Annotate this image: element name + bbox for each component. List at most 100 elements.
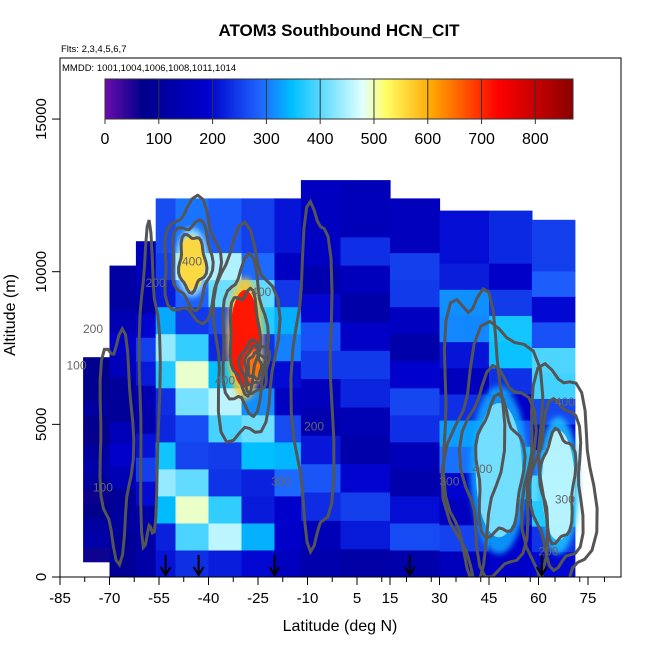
heatmap-cell	[175, 333, 210, 362]
flight-arrows	[159, 555, 548, 577]
heatmap-cell	[83, 547, 111, 563]
heatmap-cell	[390, 360, 441, 389]
heatmap-cell	[531, 270, 576, 297]
heatmap-cell	[340, 236, 391, 266]
contour-line	[537, 426, 578, 546]
heatmap-cell	[439, 210, 490, 238]
heatmap-cell	[241, 441, 276, 470]
heatmap-cell	[241, 495, 276, 524]
heatmap-cell	[390, 198, 441, 226]
heatmap-cell	[340, 321, 391, 351]
mmdd-note: MMDD: 1001,1004,1006,1008,1011,1014	[62, 63, 236, 74]
contour-label: 100	[93, 481, 113, 495]
x-tick-label: -70	[99, 590, 121, 607]
heatmap-cell	[109, 310, 137, 333]
contour-line	[243, 344, 268, 387]
contour-line	[441, 286, 507, 577]
contour-label: 200	[83, 322, 103, 336]
heatmap-cell	[208, 550, 243, 577]
contour-line	[520, 362, 599, 577]
heatmap-cell	[300, 492, 342, 521]
contour-line	[457, 364, 538, 577]
flight-arrow	[535, 555, 548, 577]
heatmap-cell	[340, 406, 391, 436]
heatmap-cell	[155, 306, 177, 335]
heatmap-cell	[83, 415, 111, 431]
heatmap-cell	[155, 468, 177, 497]
heatmap-cell	[109, 510, 137, 534]
heatmap-cell	[241, 550, 276, 577]
x-axis-label: Latitude (deg N)	[283, 618, 398, 635]
contour-labels: 100 200 100 200 400 400 400 300 200 400 300 400 300 2…	[66, 255, 575, 559]
contour-line	[474, 392, 527, 540]
heatmap-cell	[340, 520, 391, 550]
heatmap-cell	[439, 263, 490, 290]
heatmap-cell	[300, 321, 342, 351]
heatmap-cell	[340, 350, 391, 380]
flight-arrow	[159, 555, 172, 577]
x-axis: -85 -70 -55 -40 -25 -10 5 15 30 45 60 75	[49, 577, 605, 607]
heatmap-cell	[274, 522, 302, 551]
heatmap-cell	[175, 495, 210, 524]
heatmap-cell	[109, 376, 137, 400]
contour-line	[177, 233, 209, 295]
contour-label: 400	[251, 285, 271, 299]
x-tick-label: 5	[353, 590, 361, 607]
heatmap-cell	[83, 386, 111, 402]
heatmap-cell	[135, 265, 157, 290]
heatmap-cell	[300, 378, 342, 408]
contour-line	[98, 325, 136, 568]
flight-arrow	[403, 555, 416, 577]
contour-line	[221, 251, 270, 419]
heatmap-cell	[439, 341, 490, 369]
heatmap-cell	[300, 265, 342, 295]
x-tick-label: 45	[481, 590, 498, 607]
heatmap-cell	[241, 468, 276, 497]
contour-label: 300	[439, 474, 459, 488]
heatmap-cell	[83, 488, 111, 504]
heatmap-cell	[274, 252, 302, 281]
heatmap-cell	[531, 372, 576, 399]
heatmap-cell	[300, 350, 342, 380]
chart-title: ATOM3 Southbound HCN_CIT	[218, 21, 460, 40]
heatmap-cell	[340, 548, 391, 577]
hotspot-core	[541, 430, 575, 541]
y-tick-label: 10000	[33, 251, 50, 293]
colorbar-tick-label: 300	[253, 131, 280, 148]
heatmap-cell	[274, 387, 302, 416]
heatmap-cell	[390, 441, 441, 470]
y-axis: 0 5000 10000 15000	[33, 98, 60, 581]
heatmap-cell	[340, 293, 391, 323]
heatmap-cell	[208, 198, 243, 226]
heatmap-cell	[208, 522, 243, 551]
heatmap-cell	[274, 468, 302, 497]
y-tick-label: 0	[33, 573, 50, 581]
heatmap-cell	[109, 488, 137, 511]
heatmap-cell	[340, 180, 391, 209]
contour-line	[163, 193, 223, 326]
heatmap-cell	[300, 548, 342, 577]
heatmap-cell	[274, 225, 302, 254]
contour-label: 200	[538, 545, 558, 559]
heatmap-cell	[135, 433, 157, 458]
colorbar-ticks: 0 100 200 300 400 500 600 700 800	[101, 79, 549, 148]
heatmap-cell	[83, 357, 111, 373]
heatmap-cell	[135, 337, 157, 362]
heatmap-cell	[390, 333, 441, 362]
contour-line	[289, 198, 336, 556]
heatmap-cell	[135, 481, 157, 506]
heatmap-cell	[390, 468, 441, 497]
contour-label: 300	[271, 474, 291, 488]
heatmap-cell	[109, 443, 137, 467]
flight-arrow	[268, 555, 281, 577]
heatmap-cell	[489, 263, 533, 290]
heatmap-cell	[208, 441, 243, 470]
heatmap-cell	[531, 245, 576, 272]
contour-label: 200	[146, 276, 166, 290]
contour-label: 400	[182, 255, 202, 269]
x-tick-label: 15	[382, 590, 399, 607]
x-tick-label: -40	[198, 590, 220, 607]
heatmap-cell	[390, 387, 441, 416]
colorbar-tick-label: 600	[414, 131, 441, 148]
